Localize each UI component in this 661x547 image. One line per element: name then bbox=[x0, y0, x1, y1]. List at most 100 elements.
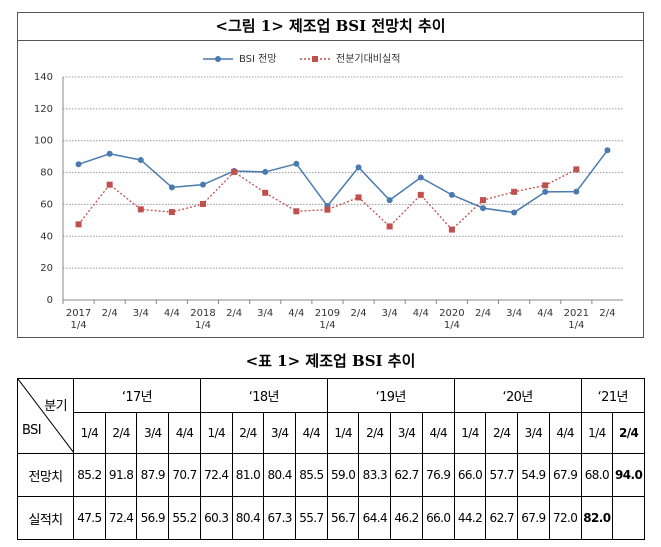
point bbox=[604, 147, 611, 154]
row-label: 전망치 bbox=[17, 453, 74, 497]
y-tick-label: 140 bbox=[34, 72, 53, 83]
value-cell: 44.2 bbox=[453, 496, 487, 540]
x-tick-label: 2/4 bbox=[599, 308, 615, 319]
legend-label: 전분기대비실적 bbox=[336, 53, 400, 65]
x-tick-label: 1/4 bbox=[71, 320, 87, 331]
quarter-cell: 4/4 bbox=[421, 412, 455, 454]
value-cell: 56.9 bbox=[136, 496, 170, 540]
y-tick-label: 0 bbox=[47, 295, 53, 306]
quarter-cell: 2/4 bbox=[612, 412, 645, 454]
header-row: 1/4 2/4 3/4 4/4 1/4 2/4 3/4 4/4 1/4 2/4 3/4 4/4 1/4 2… bbox=[18, 412, 645, 454]
value-cell: 91.8 bbox=[104, 453, 138, 497]
value-cell: 46.2 bbox=[390, 496, 423, 540]
value-cell: 67.9 bbox=[548, 453, 582, 497]
x-tick-label: 4/4 bbox=[537, 308, 553, 319]
table-title: <표 1> 제조업 BSI 추이 bbox=[245, 352, 416, 370]
quarter-cell: 1/4 bbox=[73, 412, 106, 454]
x-tick-label: 1/4 bbox=[568, 320, 584, 331]
value-cell: 66.0 bbox=[421, 496, 455, 540]
quarter-cell: 1/4 bbox=[453, 412, 487, 454]
y-tick-label: 100 bbox=[34, 136, 53, 147]
point bbox=[137, 206, 144, 213]
year-cell: ‘19년 bbox=[326, 378, 455, 413]
point bbox=[573, 188, 580, 195]
series-line bbox=[78, 149, 609, 214]
point bbox=[542, 182, 549, 189]
year-cell: ‘17년 bbox=[73, 378, 201, 413]
point bbox=[293, 160, 300, 167]
diagonal bbox=[18, 379, 74, 453]
value-cell: 83.3 bbox=[358, 453, 392, 497]
figure-title: <그림 1> 제조업 BSI 전망치 추이 bbox=[17, 12, 644, 41]
data-row: 전망치 85.2 91.8 87.9 70.7 72.4 81.0 80.4 85.5 59.0 8… bbox=[17, 453, 645, 497]
quarter-cell: 1/4 bbox=[199, 412, 233, 454]
point bbox=[75, 221, 82, 228]
data-row: 실적치 47.5 72.4 56.9 55.2 60.3 80.4 67.3 55.7 56.7 6… bbox=[17, 496, 645, 540]
y-tick-label: 80 bbox=[40, 168, 53, 179]
value-cell: 72.4 bbox=[104, 496, 138, 540]
x-year-label: 2018 bbox=[190, 308, 215, 319]
value-cell: 59.0 bbox=[326, 453, 360, 497]
value-cell: 62.7 bbox=[485, 496, 519, 540]
quarter-cell: 3/4 bbox=[517, 412, 550, 454]
x-tick-label: 2/4 bbox=[475, 308, 491, 319]
quarter-cell: 2/4 bbox=[485, 412, 519, 454]
point bbox=[137, 156, 144, 163]
point bbox=[262, 189, 269, 196]
chart-box: 0 20 40 60 80 100 120 140 2017 1/4 2/4 3/4 4/4 2018 1/… bbox=[17, 40, 644, 338]
header-row: 분기 BSI ‘17년 ‘18년 ‘19년 ‘20년 ‘21년 bbox=[17, 378, 645, 454]
point bbox=[480, 197, 486, 204]
x-tick-label: 3/4 bbox=[506, 308, 522, 319]
x-year-label: 2020 bbox=[439, 308, 464, 319]
value-cell: 87.9 bbox=[136, 453, 170, 497]
point bbox=[355, 194, 362, 201]
point bbox=[106, 150, 113, 157]
point bbox=[262, 168, 269, 175]
legend-label: BSI 전망 bbox=[239, 53, 277, 65]
x-tick-label: 2/4 bbox=[102, 308, 118, 319]
point bbox=[511, 188, 518, 195]
y-tick-label: 20 bbox=[40, 263, 53, 274]
point bbox=[312, 56, 318, 62]
year-cell: ‘18년 bbox=[199, 378, 328, 413]
x-tick-label: 2/4 bbox=[351, 308, 367, 319]
point bbox=[355, 164, 362, 171]
value-cell: 57.7 bbox=[485, 453, 519, 497]
point bbox=[386, 197, 393, 204]
value-cell: 55.7 bbox=[295, 496, 328, 540]
quarter-cell: 2/4 bbox=[358, 412, 392, 454]
value-cell: 81.0 bbox=[231, 453, 265, 497]
point bbox=[75, 161, 82, 168]
point bbox=[215, 56, 221, 62]
quarter-cell: 3/4 bbox=[390, 412, 423, 454]
y-tick-label: 120 bbox=[34, 104, 53, 115]
value-cell: 66.0 bbox=[453, 453, 487, 497]
x-tick-label: 4/4 bbox=[288, 308, 304, 319]
quarter-cell: 3/4 bbox=[263, 412, 297, 454]
x-tick-label: 3/4 bbox=[257, 308, 273, 319]
x-year-label: 2021 bbox=[564, 308, 589, 319]
value-cell: 70.7 bbox=[168, 453, 201, 497]
x-tick-label: 3/4 bbox=[382, 308, 398, 319]
corner-cell: 분기 BSI bbox=[17, 378, 74, 454]
x-tick-label: 4/4 bbox=[164, 308, 180, 319]
year-cell: ‘21년 bbox=[580, 378, 645, 413]
value-cell: 72.4 bbox=[199, 453, 233, 497]
x-tick-label: 1/4 bbox=[195, 320, 211, 331]
x-tick-label: 1/4 bbox=[319, 320, 335, 331]
x-tick-label: 2/4 bbox=[226, 308, 242, 319]
quarter-cell: 2/4 bbox=[231, 412, 265, 454]
point bbox=[542, 188, 549, 195]
diagonal-line bbox=[18, 379, 74, 453]
value-cell: 56.7 bbox=[326, 496, 360, 540]
point bbox=[200, 200, 206, 207]
table: 분기 BSI ‘17년 ‘18년 ‘19년 ‘20년 ‘21년 1/4 2/4 3/4 4/4 1/4… bbox=[17, 378, 645, 540]
point bbox=[324, 206, 331, 213]
value-cell: 67.9 bbox=[517, 496, 550, 540]
corner-top: 분기 bbox=[44, 399, 67, 414]
quarter-cell: 4/4 bbox=[548, 412, 582, 454]
x-year-label: 2109 bbox=[315, 308, 340, 319]
value-cell: 68.0 bbox=[580, 453, 614, 497]
year-cell: ‘20년 bbox=[453, 378, 582, 413]
